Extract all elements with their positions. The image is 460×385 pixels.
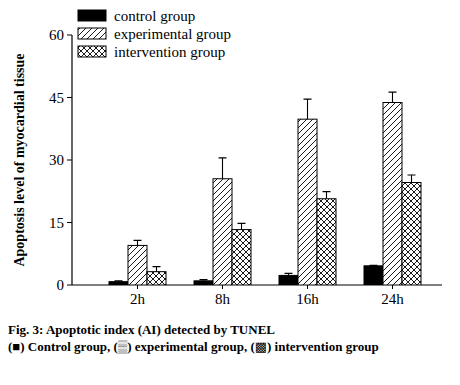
x-tick-label: 24h xyxy=(381,291,404,307)
y-axis-label: Apoptosis level of myocardial tissue xyxy=(12,53,27,266)
error-bar xyxy=(304,99,312,119)
y-tick-label: 0 xyxy=(57,277,65,293)
error-bar xyxy=(238,223,246,229)
error-bar xyxy=(408,175,416,183)
legend-swatch xyxy=(78,10,106,21)
error-bar xyxy=(115,280,123,282)
bar xyxy=(364,266,383,285)
x-tick xyxy=(307,285,308,289)
caption-title: Fig. 3: Apoptotic index (AI) detected by… xyxy=(8,322,448,338)
error-bar xyxy=(370,265,378,267)
legend-swatch xyxy=(78,46,106,57)
x-tick-label: 16h xyxy=(296,291,319,307)
bars xyxy=(109,92,421,285)
legend-label: experimental group xyxy=(114,26,231,42)
error-bar xyxy=(323,192,331,199)
y-tick xyxy=(67,285,72,286)
y-tick xyxy=(67,222,72,223)
bar xyxy=(279,275,298,285)
y-tick xyxy=(67,35,72,36)
bar xyxy=(232,230,251,285)
bar xyxy=(147,272,166,285)
bar xyxy=(109,282,128,285)
caption-note: (■) Control group, (▒) experimental grou… xyxy=(8,339,448,355)
error-bar xyxy=(134,240,142,245)
bar xyxy=(402,183,421,286)
x-tick xyxy=(392,285,393,289)
bar xyxy=(194,281,213,285)
bar xyxy=(213,179,232,285)
bar xyxy=(128,245,147,285)
x-tick xyxy=(137,285,138,289)
error-bar xyxy=(285,273,293,275)
legend-label: control group xyxy=(114,8,195,24)
x-tick-label: 8h xyxy=(215,291,231,307)
error-bar xyxy=(389,92,397,102)
x-tick-label: 2h xyxy=(130,291,146,307)
bar xyxy=(298,119,317,285)
error-bar xyxy=(219,158,227,179)
legend-swatch xyxy=(78,28,106,39)
error-bar xyxy=(200,280,208,281)
y-tick-label: 15 xyxy=(49,215,64,231)
bar xyxy=(317,199,336,285)
bar xyxy=(383,103,402,286)
y-tick xyxy=(67,97,72,98)
y-tick-label: 30 xyxy=(49,152,64,168)
legend-label: intervention group xyxy=(114,44,225,60)
y-tick-label: 45 xyxy=(49,90,64,106)
x-tick xyxy=(222,285,223,289)
y-tick xyxy=(67,160,72,161)
error-bar xyxy=(153,267,161,272)
y-tick-label: 60 xyxy=(49,27,64,43)
